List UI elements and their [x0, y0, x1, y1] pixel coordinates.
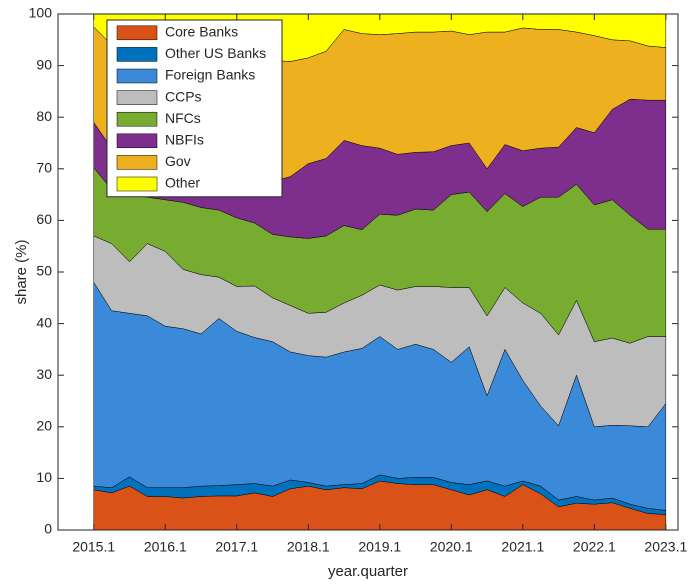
- legend-label: CCPs: [165, 88, 202, 104]
- legend-swatch: [116, 68, 158, 84]
- legend-swatch: [116, 90, 158, 105]
- y-tick-label: 50: [36, 263, 52, 279]
- x-axis-label: year.quarter: [328, 563, 408, 580]
- y-tick-label: 70: [36, 160, 52, 176]
- legend-label: Gov: [165, 153, 191, 169]
- legend-label: Core Banks: [165, 24, 238, 40]
- legend-swatch: [116, 111, 158, 127]
- y-tick-label: 10: [36, 469, 52, 485]
- y-tick-label: 60: [36, 211, 52, 227]
- legend-label: NBFIs: [165, 132, 204, 148]
- x-tick-label: 2022.1: [573, 539, 616, 555]
- legend-label: Other US Banks: [165, 45, 266, 61]
- y-tick-label: 30: [36, 366, 52, 382]
- legend-label: Foreign Banks: [165, 67, 255, 83]
- legend-label: NFCs: [165, 110, 201, 126]
- y-tick-label: 90: [36, 56, 52, 72]
- x-tick-label: 2019.1: [358, 539, 401, 555]
- y-tick-label: 80: [36, 108, 52, 124]
- legend-swatch: [116, 47, 158, 62]
- legend-swatch: [116, 133, 158, 149]
- x-tick-label: 2018.1: [287, 539, 330, 555]
- x-tick-label: 2017.1: [215, 539, 258, 555]
- legend-swatch: [116, 176, 158, 192]
- x-tick-label: 2023.1: [644, 539, 687, 555]
- legend-swatch: [116, 25, 158, 41]
- y-tick-label: 0: [44, 521, 52, 537]
- legend: Core Banks Other US Banks Foreign Banks CCP…: [106, 19, 283, 198]
- y-tick-label: 100: [29, 5, 53, 21]
- x-tick-label: 2016.1: [144, 539, 187, 555]
- legend-swatch: [116, 155, 158, 170]
- x-tick-label: 2021.1: [501, 539, 544, 555]
- y-tick-label: 20: [36, 418, 52, 434]
- x-tick-label: 2020.1: [430, 539, 473, 555]
- y-axis-label: share (%): [13, 239, 30, 304]
- y-tick-label: 40: [36, 314, 52, 330]
- legend-label: Other: [165, 175, 200, 191]
- x-tick-label: 2015.1: [72, 539, 115, 555]
